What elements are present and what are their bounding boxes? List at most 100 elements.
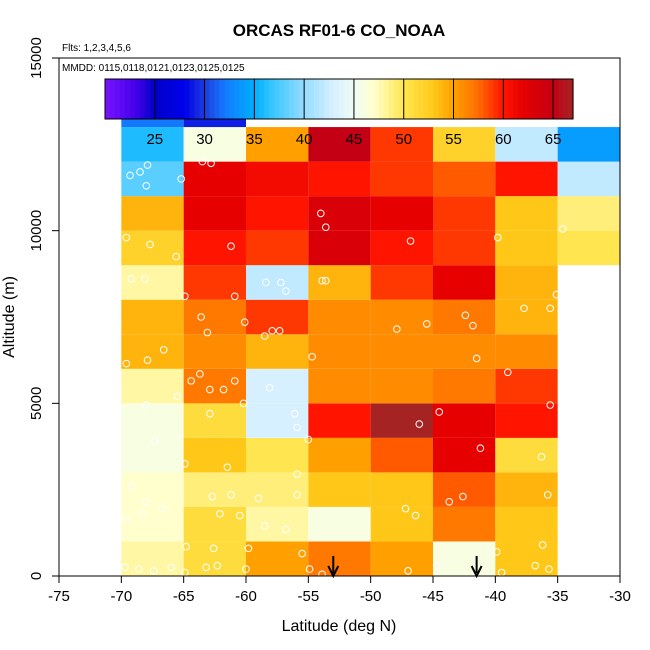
colorbar-segment	[558, 79, 564, 119]
sample-point	[127, 482, 136, 491]
sample-point	[197, 313, 205, 321]
colorbar-segment	[124, 79, 131, 119]
sample-point	[208, 492, 217, 501]
sample-point	[172, 252, 180, 261]
sample-point	[206, 409, 214, 418]
heatmap-cell	[433, 368, 496, 404]
colorbar-tick-label: 50	[395, 131, 412, 148]
sample-point	[244, 544, 253, 553]
colorbar-tick-label: 25	[146, 131, 163, 148]
colorbar-segment	[339, 79, 345, 119]
heatmap-cell	[308, 196, 371, 231]
sample-point	[552, 290, 561, 299]
heatmap-cell	[433, 541, 496, 576]
heatmap-cell	[308, 437, 371, 473]
colorbar-segment	[393, 79, 400, 119]
x-tick-label: -55	[297, 588, 319, 605]
sample-point	[235, 511, 244, 520]
colorbar-segment	[169, 79, 176, 119]
colorbar-segment	[473, 79, 480, 119]
heatmap-cell	[495, 127, 558, 162]
x-tick-label: -30	[609, 588, 631, 605]
colorbar-segment	[428, 79, 435, 119]
sample-point	[543, 491, 552, 499]
colorbar-segment	[199, 79, 206, 119]
heatmap-cell	[370, 230, 433, 266]
sample-point	[293, 470, 301, 478]
sample-point	[546, 401, 554, 409]
flights-note: Flts: 1,2,3,4,5,6	[62, 43, 131, 54]
heatmap-cell	[433, 230, 496, 266]
sample-point	[141, 275, 149, 283]
heatmap-cell	[557, 127, 620, 162]
heatmap-cell	[370, 334, 433, 369]
x-tick-label: -65	[173, 588, 195, 605]
x-tick-label: -75	[48, 588, 70, 605]
sample-point	[227, 242, 235, 251]
colorbar-segment	[249, 79, 255, 119]
mmdd-note: MMDD: 0115,0118,0121,0123,0125,0125	[62, 63, 245, 74]
sample-point	[318, 276, 326, 285]
heatmap-cell	[557, 230, 620, 266]
sample-point	[472, 354, 481, 363]
colorbar	[104, 78, 574, 120]
x-axis: -75 -70 -65 -60 -55 -50 -45 -40 -35 -30	[48, 575, 631, 605]
heatmap-cell	[121, 541, 184, 576]
colorbar-segment	[189, 79, 196, 119]
sample-point	[401, 504, 410, 513]
colorbar-segment	[105, 79, 111, 119]
colorbar-segment	[209, 79, 216, 119]
colorbar-segment	[458, 79, 465, 119]
sample-point	[146, 240, 154, 249]
sample-point	[545, 565, 553, 573]
sample-point	[227, 491, 235, 499]
colorbar-segment	[483, 79, 489, 119]
colorbar-segment	[229, 79, 236, 119]
y-tick-label: 0	[28, 572, 45, 580]
sample-point	[167, 563, 175, 572]
colorbar-segment	[363, 79, 370, 119]
colorbar-segment	[518, 79, 524, 119]
colorbar-segment	[533, 79, 539, 119]
sample-point	[282, 287, 290, 295]
colorbar-segment	[543, 79, 549, 119]
colorbar-segment	[279, 79, 285, 119]
sample-point	[422, 320, 431, 328]
y-tick-label: 10000	[28, 210, 45, 252]
colorbar-segment	[264, 79, 270, 119]
sample-point	[122, 359, 131, 368]
heatmap-cell	[370, 437, 433, 473]
colorbar-segment	[378, 79, 385, 119]
sample-point	[223, 463, 232, 472]
colorbar-segment	[408, 79, 415, 119]
heatmap-cell	[121, 368, 184, 404]
heatmap-cell	[495, 161, 558, 197]
sample-point	[206, 385, 214, 394]
sample-point	[181, 459, 189, 468]
sample-point	[239, 399, 248, 408]
sample-point	[504, 368, 512, 377]
colorbar-segment	[343, 79, 350, 119]
heatmap-cell	[495, 299, 558, 335]
colorbar-segment	[538, 79, 544, 119]
colorbar-tick-label: 35	[246, 131, 263, 148]
heatmap-cell	[246, 161, 309, 197]
heatmap-cell	[495, 196, 558, 231]
sample-point	[293, 423, 301, 432]
heatmap-cell	[121, 334, 184, 369]
colorbar-segment	[114, 79, 121, 119]
heatmap-cell	[183, 334, 246, 369]
heatmap-cell	[495, 403, 558, 438]
heatmap-cell	[308, 506, 371, 542]
colorbar-segment	[299, 79, 305, 119]
colorbar-segment	[259, 79, 265, 119]
heatmap-cell	[308, 334, 371, 369]
colorbar-segment	[508, 79, 514, 119]
sample-point	[203, 328, 212, 337]
colorbar-tick-label: 65	[545, 131, 562, 148]
heatmap-cell	[495, 230, 558, 266]
y-tick-label: 5000	[28, 387, 45, 420]
colorbar-segment	[294, 79, 300, 119]
sample-point	[181, 292, 189, 301]
colorbar-segment	[468, 79, 475, 119]
